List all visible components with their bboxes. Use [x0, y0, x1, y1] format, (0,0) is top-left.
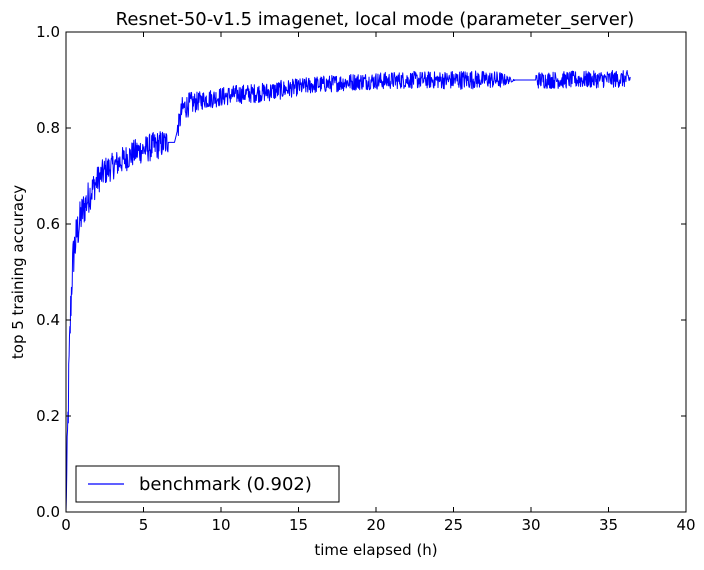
ticks-layer: 0 5 10 15 20 25 30 35 40 0.0 0.2 0.4 0.6 0.8 1.0	[36, 23, 695, 534]
x-tick-label: 10	[211, 516, 230, 534]
y-tick-label: 0.2	[36, 407, 60, 425]
y-tick-label: 0.6	[36, 215, 60, 233]
x-tick-label: 30	[521, 516, 540, 534]
y-tick-label: 0.0	[36, 503, 60, 521]
y-axis-label: top 5 training accuracy	[9, 185, 27, 359]
series-line	[65, 69, 631, 513]
x-tick-label: 20	[366, 516, 385, 534]
x-tick-label: 40	[676, 516, 695, 534]
y-tick-label: 0.4	[36, 311, 60, 329]
legend-label: benchmark (0.902)	[139, 474, 312, 495]
x-tick-label: 0	[61, 516, 71, 534]
legend: benchmark (0.902)	[75, 465, 340, 503]
series-layer	[65, 69, 631, 513]
y-tick-label: 0.8	[36, 119, 60, 137]
y-tick-label: 1.0	[36, 23, 60, 41]
chart-title: Resnet-50-v1.5 imagenet, local mode (par…	[116, 9, 635, 30]
x-tick-label: 25	[444, 516, 463, 534]
x-tick-label: 15	[289, 516, 308, 534]
x-tick-label: 35	[599, 516, 618, 534]
x-axis-label: time elapsed (h)	[314, 541, 437, 559]
x-tick-label: 5	[139, 516, 149, 534]
